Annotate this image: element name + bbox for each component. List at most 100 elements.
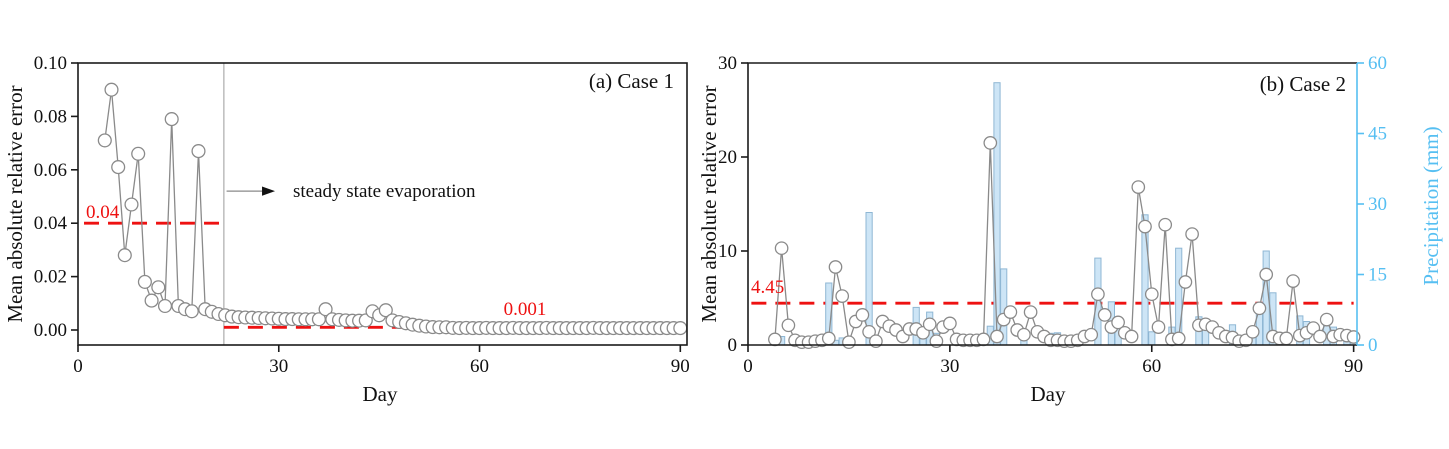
data-point-marker <box>1319 312 1334 327</box>
panel-b-case-label: (b) Case 2 <box>1260 72 1346 96</box>
data-point-marker <box>378 303 393 318</box>
x-tick-label: 30 <box>940 356 959 377</box>
data-point-marker <box>673 321 688 336</box>
y-tick-label: 20 <box>718 147 737 168</box>
data-point-marker <box>1091 287 1105 302</box>
data-point-marker <box>111 160 126 175</box>
data-point-marker <box>1124 329 1139 344</box>
y-tick-label: 0.02 <box>34 267 67 288</box>
right-axis-tick-label: 45 <box>1368 124 1387 145</box>
x-tick-label: 60 <box>470 356 489 377</box>
data-point-marker <box>943 316 957 331</box>
data-point-marker <box>144 293 159 308</box>
x-tick-label: 0 <box>743 356 753 377</box>
data-point-marker <box>104 82 119 97</box>
data-point-marker <box>990 329 1004 344</box>
panel-b-axes-spines <box>747 62 1357 346</box>
x-tick-label: 60 <box>1142 356 1161 377</box>
data-point-marker <box>117 248 132 263</box>
x-tick-label: 90 <box>1344 356 1363 377</box>
y-tick-label: 0.00 <box>34 320 67 341</box>
data-point-marker <box>768 332 782 347</box>
panel-a-plot: 0.00 0.02 0.04 0.06 0.08 0.10 0 30 60 90 <box>34 53 690 377</box>
panel-b-ylabel-left: Mean absolute relative error <box>697 85 721 322</box>
data-point-marker <box>131 146 146 161</box>
y-tick-label: 30 <box>718 53 737 74</box>
error-series-line <box>104 89 681 329</box>
data-point-marker <box>1279 331 1294 346</box>
data-point-marker <box>151 280 166 295</box>
panel-b-xlabel: Day <box>1031 382 1066 406</box>
right-axis-tick-label: 0 <box>1368 335 1378 356</box>
panel-a-xlabel: Day <box>363 382 398 406</box>
data-point-marker <box>855 308 870 322</box>
data-point-marker <box>835 289 850 303</box>
data-point-marker <box>1171 331 1186 346</box>
data-point-marker <box>1023 305 1038 319</box>
data-point-marker <box>1097 308 1112 322</box>
y-tick-label: 0 <box>728 335 738 356</box>
data-point-marker <box>1185 227 1199 241</box>
data-point-marker <box>774 241 789 256</box>
panel-a-threshold-label-high: 0.04 <box>86 202 120 223</box>
data-point-marker <box>1138 219 1152 234</box>
data-point-marker <box>1245 324 1260 339</box>
precipitation-bar <box>993 82 1001 346</box>
data-point-marker <box>164 112 179 127</box>
precipitation-bar <box>1141 214 1149 346</box>
annotation-arrowhead-icon <box>262 186 276 196</box>
panel-a-threshold-label-low: 0.001 <box>504 299 547 320</box>
data-point-marker <box>1084 327 1099 342</box>
steady-state-annotation: steady state evaporation <box>293 181 476 202</box>
data-point-marker <box>124 197 139 212</box>
data-point-marker <box>781 318 796 333</box>
y-tick-label: 0.06 <box>34 160 67 181</box>
data-point-marker <box>828 260 843 274</box>
data-point-marker <box>1111 315 1125 330</box>
data-point-marker <box>1131 180 1146 194</box>
panel-a-ylabel: Mean absolute relative error <box>3 85 27 322</box>
panel-a-axes-box <box>77 62 688 346</box>
data-point-marker <box>137 274 152 289</box>
y-tick-label: 0.04 <box>34 213 68 234</box>
data-point-marker <box>862 324 876 339</box>
right-axis-tick-label: 15 <box>1368 265 1387 286</box>
data-point-marker <box>1286 274 1300 288</box>
x-tick-label: 0 <box>73 356 83 377</box>
data-point-marker <box>318 302 333 317</box>
y-tick-label: 0.10 <box>34 53 67 74</box>
data-point-marker <box>983 136 998 150</box>
precipitation-bar <box>1148 331 1156 346</box>
data-point-marker <box>842 335 856 350</box>
data-point-marker <box>1003 305 1018 319</box>
y-tick-label: 0.08 <box>34 106 67 127</box>
data-point-marker <box>821 331 836 346</box>
data-point-marker <box>184 304 199 319</box>
data-point-marker <box>976 332 991 347</box>
data-point-marker <box>191 144 206 159</box>
data-point-marker <box>1144 287 1159 302</box>
x-tick-label: 90 <box>671 356 690 377</box>
data-point-marker <box>1252 301 1267 316</box>
panel-b-ylabel-right: Precipitation (mm) <box>1419 126 1443 285</box>
right-axis-tick-label: 60 <box>1368 53 1387 74</box>
data-point-marker <box>1346 330 1361 344</box>
data-point-marker <box>1178 275 1193 289</box>
x-tick-label: 30 <box>269 356 288 377</box>
data-point-marker <box>1259 267 1274 282</box>
data-point-marker <box>97 133 112 148</box>
data-point-marker <box>1313 329 1327 344</box>
data-point-marker <box>1017 327 1031 342</box>
y-tick-label: 10 <box>718 241 737 262</box>
panel-b-threshold-label: 4.45 <box>751 277 784 298</box>
data-point-marker <box>922 317 937 332</box>
data-point-marker <box>1151 320 1166 334</box>
right-axis-tick-label: 30 <box>1368 194 1387 215</box>
panel-a-case-label: (a) Case 1 <box>589 69 674 93</box>
data-point-marker <box>157 298 173 314</box>
data-point-marker <box>1158 217 1173 232</box>
precipitation-bar <box>1175 247 1183 346</box>
